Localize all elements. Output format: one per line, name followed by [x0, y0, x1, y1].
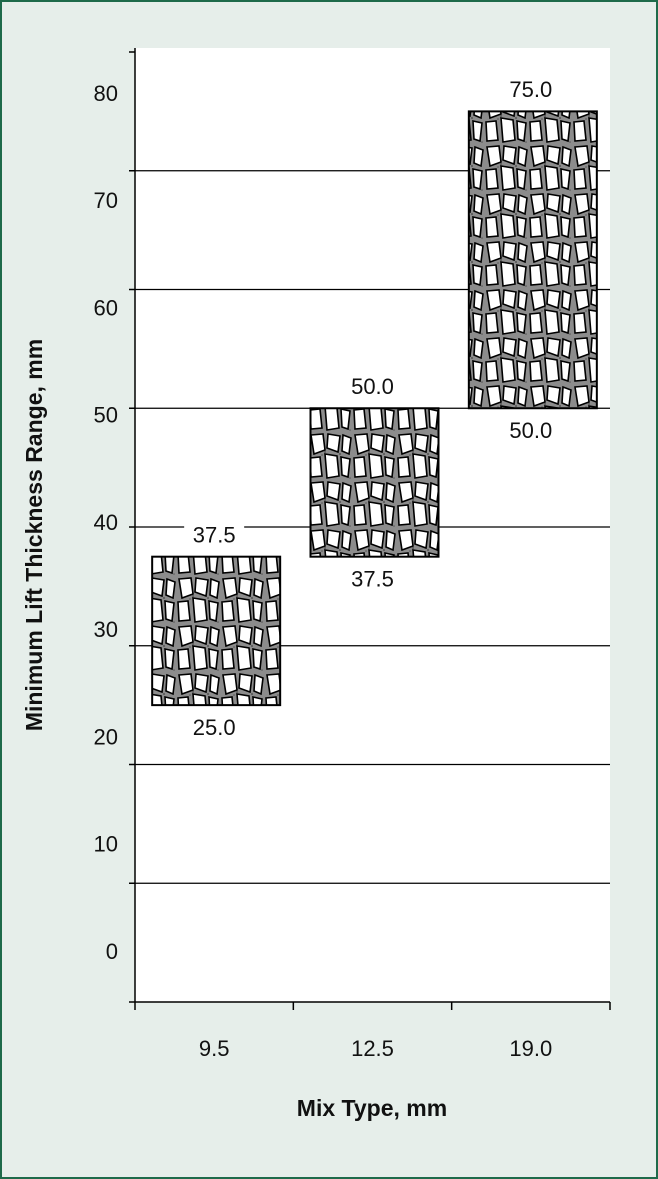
y-tick-label: 60 [94, 295, 118, 320]
label-bg [342, 562, 403, 591]
high-label: 75.0 [509, 77, 552, 102]
label-bg [342, 374, 403, 403]
label-bg [500, 77, 561, 106]
range-bar [467, 110, 598, 410]
y-tick-label: 0 [106, 939, 118, 964]
x-tick-label: 19.0 [509, 1036, 552, 1061]
range-bar [151, 555, 282, 707]
y-tick-label: 10 [94, 832, 118, 857]
low-label: 37.5 [351, 567, 394, 592]
label-bg [184, 522, 245, 551]
y-tick-label: 20 [94, 724, 118, 749]
label-bg [500, 414, 561, 443]
y-tick-label: 40 [94, 510, 118, 535]
high-label: 37.5 [193, 523, 236, 548]
x-tick-label: 12.5 [351, 1036, 394, 1061]
low-label: 25.0 [193, 715, 236, 740]
y-tick-label: 50 [94, 403, 118, 428]
label-bg [184, 711, 245, 740]
low-label: 50.0 [509, 418, 552, 443]
x-axis-title: Mix Type, mm [297, 1095, 447, 1121]
y-tick-label: 80 [94, 81, 118, 106]
y-axis-title: Minimum Lift Thickness Range, mm [21, 339, 47, 731]
x-tick-label: 9.5 [199, 1036, 230, 1061]
range-bar [309, 407, 440, 558]
high-label: 50.0 [351, 374, 394, 399]
y-tick-label: 70 [94, 188, 118, 213]
y-tick-label: 30 [94, 617, 118, 642]
